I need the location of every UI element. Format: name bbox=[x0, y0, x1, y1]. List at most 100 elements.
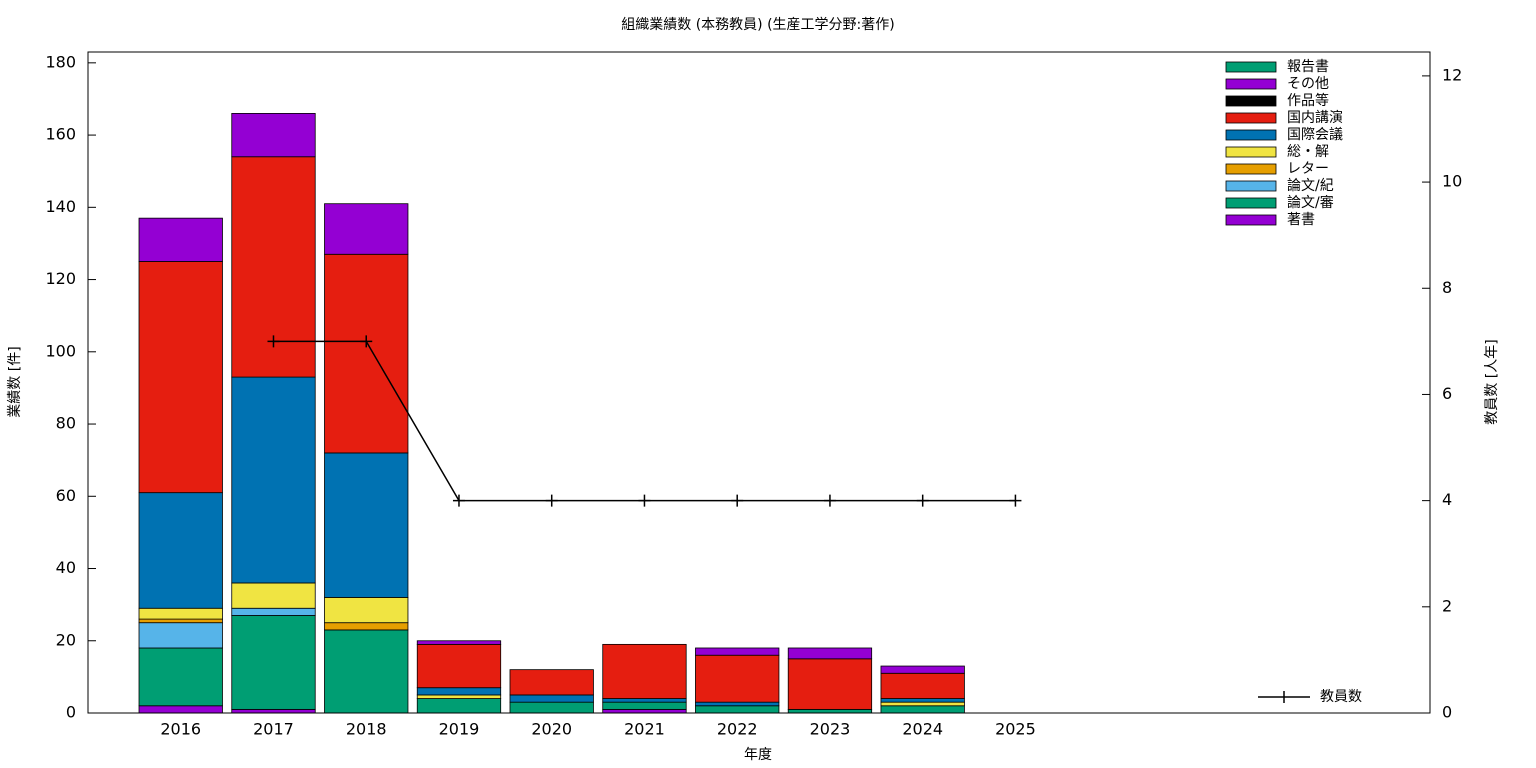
bar-segment bbox=[880, 705, 965, 714]
chart-title: 組織業績数 (本務教員) (生産工学分野:著作) bbox=[621, 17, 894, 33]
y2-axis-label: 教員数 [人年] bbox=[1484, 339, 1500, 424]
x-tick-label: 2020 bbox=[531, 720, 572, 739]
line-marker bbox=[638, 494, 651, 507]
bar-segment bbox=[138, 261, 223, 494]
x-axis-label: 年度 bbox=[744, 747, 772, 763]
bar-segment bbox=[695, 705, 780, 714]
y2-tick-label: 10 bbox=[1442, 172, 1462, 191]
bar-segment bbox=[787, 708, 873, 714]
bar-segment bbox=[880, 672, 965, 699]
bar-segment bbox=[602, 701, 687, 710]
bar-segment bbox=[138, 622, 223, 649]
legend-label: 著書 bbox=[1287, 212, 1315, 228]
x-tick-label: 2018 bbox=[346, 720, 387, 739]
legend-swatch bbox=[1225, 95, 1277, 107]
legend-label: 国際会議 bbox=[1287, 126, 1343, 143]
bar-segment bbox=[602, 708, 687, 714]
line-marker bbox=[360, 335, 373, 348]
legend-label: 報告書 bbox=[1287, 59, 1329, 75]
legend-swatch bbox=[1225, 61, 1277, 73]
bar-segment bbox=[231, 582, 316, 609]
bar-segment bbox=[138, 607, 223, 620]
bar-segment bbox=[880, 665, 965, 674]
bar-segment bbox=[231, 113, 316, 158]
line-marker bbox=[823, 494, 836, 507]
bar-segment bbox=[324, 622, 409, 631]
y2-tick-label: 4 bbox=[1442, 490, 1452, 509]
x-tick-label: 2016 bbox=[160, 720, 201, 739]
y2-tick-label: 12 bbox=[1442, 65, 1462, 84]
legend-label: その他 bbox=[1287, 76, 1329, 92]
bar-segment bbox=[416, 698, 502, 714]
y-tick-label: 180 bbox=[45, 52, 76, 71]
legend-label: 総・解 bbox=[1287, 144, 1329, 160]
bar-segment bbox=[416, 694, 502, 699]
bar-segment bbox=[416, 643, 502, 689]
bar-segment bbox=[231, 607, 316, 616]
bar-segment bbox=[787, 647, 873, 660]
bar-segment bbox=[231, 708, 316, 714]
legend-label: 教員数 bbox=[1320, 689, 1362, 705]
bar-segment bbox=[787, 658, 873, 710]
bar-segment bbox=[138, 705, 223, 714]
bar-segment bbox=[138, 618, 223, 624]
line-marker bbox=[545, 494, 558, 507]
y-tick-label: 40 bbox=[56, 558, 76, 577]
x-tick-label: 2017 bbox=[253, 720, 294, 739]
bar-segment bbox=[509, 701, 594, 714]
y2-tick-label: 2 bbox=[1442, 596, 1452, 615]
bar-segment bbox=[416, 640, 502, 645]
x-tick-label: 2019 bbox=[439, 720, 480, 739]
legend-swatch bbox=[1225, 112, 1277, 124]
line-marker bbox=[916, 494, 929, 507]
bar-segment bbox=[324, 452, 409, 598]
legend-swatch bbox=[1225, 214, 1277, 226]
line-marker bbox=[452, 494, 465, 507]
legend-line bbox=[1258, 691, 1310, 703]
bar-segment bbox=[695, 654, 780, 703]
bar-segment bbox=[509, 669, 594, 696]
plot-border bbox=[87, 51, 1431, 714]
y-tick-label: 100 bbox=[45, 341, 76, 360]
legend-swatch bbox=[1225, 146, 1277, 158]
bar-segment bbox=[695, 647, 780, 656]
x-tick-label: 2025 bbox=[995, 720, 1036, 739]
y-tick-label: 160 bbox=[45, 125, 76, 144]
y-tick-label: 0 bbox=[66, 703, 76, 722]
legend-swatch bbox=[1225, 78, 1277, 90]
bar-segment bbox=[138, 647, 223, 707]
bar-segment bbox=[138, 217, 223, 262]
legend-swatch bbox=[1225, 163, 1277, 175]
legend-label: 国内講演 bbox=[1287, 110, 1343, 126]
bar-segment bbox=[880, 701, 965, 707]
bar-segment bbox=[231, 615, 316, 710]
y-tick-label: 60 bbox=[56, 486, 76, 505]
y-tick-label: 80 bbox=[56, 414, 76, 433]
legend-swatch bbox=[1225, 180, 1277, 192]
legend-swatch bbox=[1225, 129, 1277, 141]
bar-segment bbox=[416, 687, 502, 696]
x-tick-label: 2024 bbox=[902, 720, 943, 739]
bar-segment bbox=[231, 376, 316, 584]
y-tick-label: 140 bbox=[45, 197, 76, 216]
bar-segment bbox=[138, 492, 223, 609]
legend-label: 論文/審 bbox=[1287, 195, 1334, 211]
bar-segment bbox=[880, 698, 965, 703]
y-tick-label: 20 bbox=[56, 630, 76, 649]
x-tick-label: 2022 bbox=[717, 720, 758, 739]
bar-segment bbox=[509, 694, 594, 703]
y2-tick-label: 0 bbox=[1442, 703, 1452, 722]
legend-label: 作品等 bbox=[1287, 92, 1329, 109]
bar-segment bbox=[602, 698, 687, 703]
bar-segment bbox=[324, 629, 409, 714]
line-marker bbox=[1009, 494, 1022, 507]
bar-segment bbox=[695, 701, 780, 707]
legend-swatch bbox=[1225, 197, 1277, 209]
y2-tick-label: 8 bbox=[1442, 278, 1452, 297]
legend-label: 論文/紀 bbox=[1287, 178, 1334, 194]
legend-label: レター bbox=[1287, 161, 1329, 177]
y-axis-label: 業績数 [件] bbox=[7, 346, 23, 417]
line-marker bbox=[731, 494, 744, 507]
